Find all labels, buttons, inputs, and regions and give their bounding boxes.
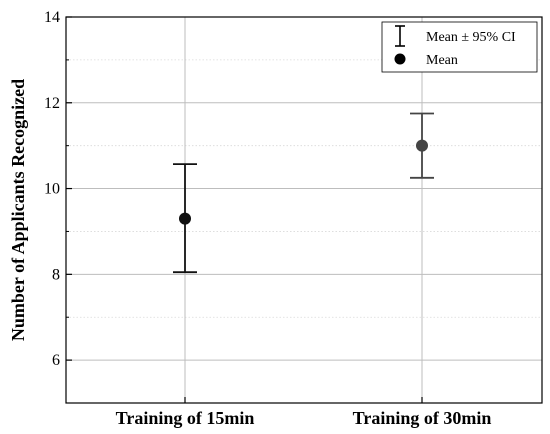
errorbar-icon <box>395 25 405 47</box>
x-tick-label: Training of 30min <box>353 408 492 428</box>
mean-point <box>179 212 191 225</box>
x-axis: Training of 15min Training of 30min <box>116 397 492 428</box>
y-tick-label: 10 <box>44 181 60 198</box>
grid-lines <box>66 16 542 404</box>
y-tick-label: 6 <box>52 352 60 369</box>
y-tick-label: 12 <box>44 95 60 112</box>
y-tick-label: 8 <box>52 266 60 283</box>
y-tick-label: 14 <box>44 9 60 26</box>
data-marks <box>173 112 434 274</box>
legend: Mean ± 95% CI Mean <box>381 21 538 73</box>
circle-marker-icon <box>394 53 406 65</box>
legend-box <box>381 21 538 73</box>
y-axis: 6 8 10 12 14 <box>44 9 72 404</box>
legend-label-mean: Mean <box>426 53 458 68</box>
y-axis-title: Number of Applicants Recognized <box>8 79 28 341</box>
x-tick-label: Training of 15min <box>116 408 255 428</box>
legend-label-ci: Mean ± 95% CI <box>426 30 516 45</box>
plot-frame <box>65 16 543 404</box>
mean-point <box>416 139 428 152</box>
